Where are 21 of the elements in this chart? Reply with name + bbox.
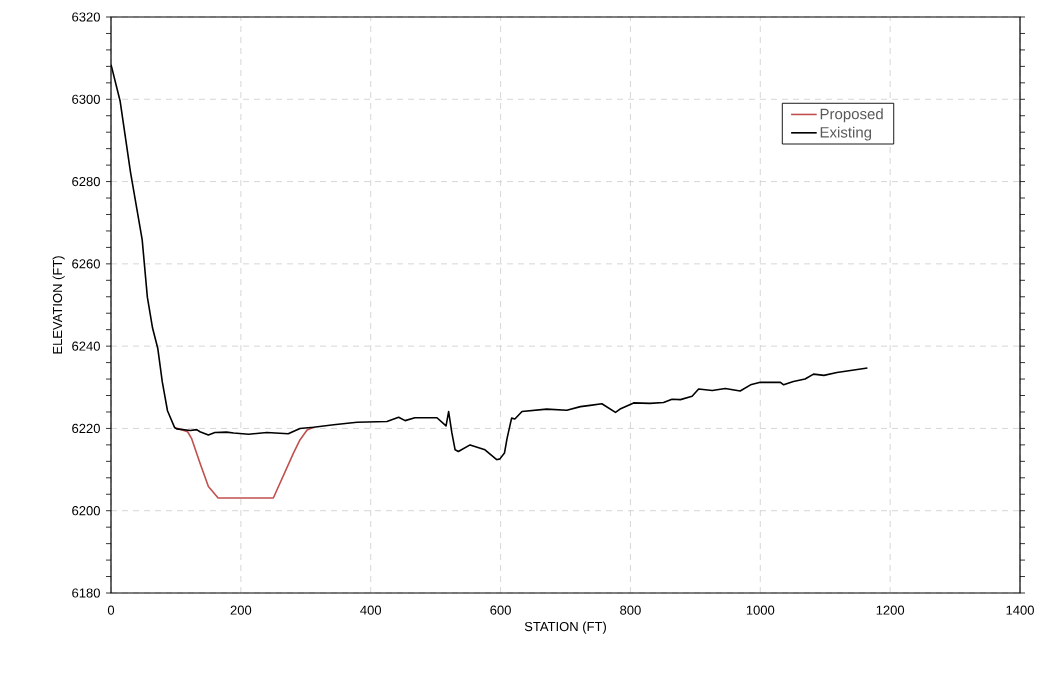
- y-tick-label: 6300: [72, 94, 100, 104]
- x-axis-title: STATION (FT): [524, 621, 606, 634]
- y-tick-label: 6280: [72, 176, 100, 187]
- x-tick-label: 800: [620, 605, 641, 615]
- x-tick-label: 0: [107, 605, 115, 615]
- y-tick-label: 6220: [72, 423, 100, 434]
- line-series: [173, 426, 315, 499]
- y-tick-label: 6200: [72, 506, 100, 516]
- x-tick-label: 600: [490, 605, 511, 615]
- x-tick-label: 1000: [746, 605, 775, 615]
- y-tick-label: 6260: [72, 259, 100, 269]
- x-tick-label: 400: [360, 605, 382, 615]
- y-tick-label: 6240: [72, 341, 100, 351]
- x-tick-label: 200: [230, 605, 252, 615]
- y-tick-label: 6320: [72, 12, 100, 22]
- x-tick-label: 1200: [876, 605, 905, 615]
- y-tick-label: 6180: [72, 588, 100, 598]
- legend-label: Existing: [820, 126, 872, 141]
- x-tick-label: 1400: [1006, 605, 1034, 615]
- legend-label: Proposed: [820, 108, 883, 123]
- y-axis-title: ELEVATION (FT): [52, 256, 65, 354]
